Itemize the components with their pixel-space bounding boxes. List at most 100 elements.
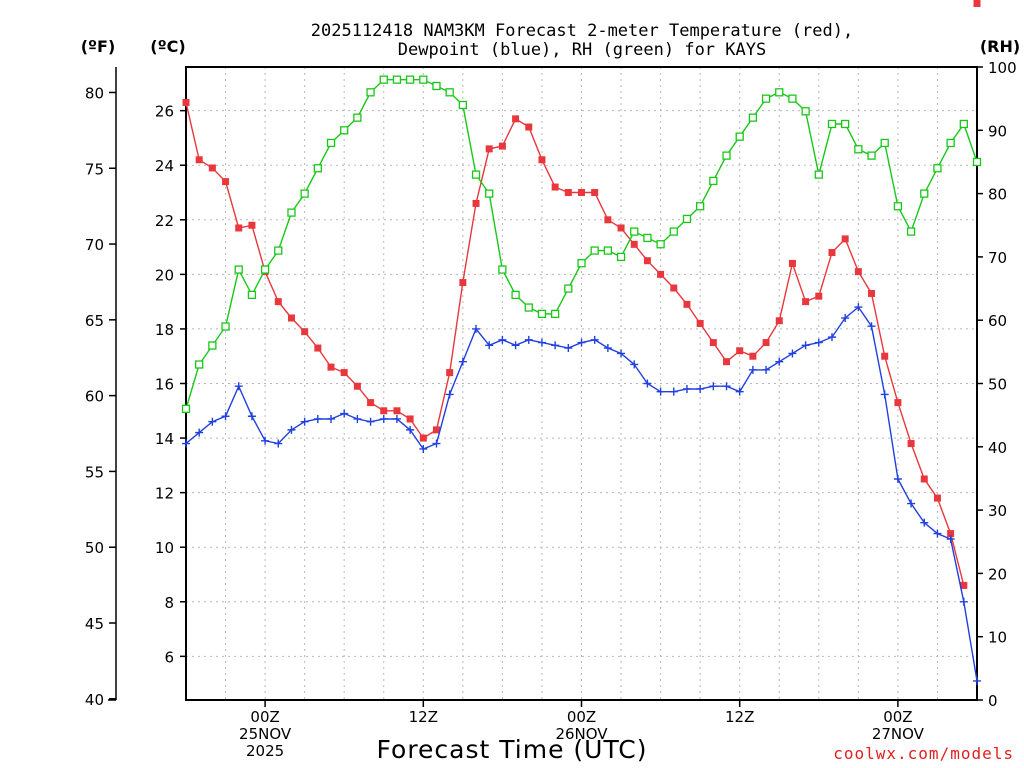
data-point (512, 115, 520, 123)
data-point (405, 75, 415, 84)
data-point (498, 335, 507, 344)
data-point (274, 246, 283, 255)
data-point (208, 164, 216, 172)
data-point (511, 290, 520, 300)
data-point (485, 145, 493, 153)
data-point (683, 300, 691, 308)
rh-tick-label: 50 (988, 376, 1007, 394)
data-point (182, 439, 190, 448)
data-point (445, 390, 454, 399)
data-point (247, 412, 256, 421)
data-point (260, 265, 270, 274)
data-point (393, 407, 401, 415)
data-point (643, 257, 651, 265)
data-point (591, 189, 599, 197)
data-point (590, 246, 599, 255)
data-point (379, 414, 388, 423)
data-point (775, 317, 783, 325)
data-point (946, 535, 955, 544)
data-point (314, 344, 322, 352)
data-point (340, 126, 349, 135)
data-point (419, 75, 428, 84)
data-point (234, 382, 243, 391)
data-point (603, 246, 613, 255)
data-point (248, 221, 256, 229)
data-point (551, 341, 560, 350)
celsius-tick-label: 18 (155, 321, 174, 339)
series-layer (181, 0, 982, 685)
rh-tick-label: 60 (988, 312, 1007, 330)
data-point (643, 233, 652, 243)
celsius-tick-label: 6 (164, 648, 174, 666)
data-point (485, 341, 494, 350)
data-point (827, 119, 837, 129)
data-point (761, 94, 771, 103)
x-tick-label: 27NOV (872, 725, 925, 743)
data-point (524, 335, 533, 344)
data-point (696, 384, 705, 393)
data-point (762, 365, 771, 374)
data-point (367, 399, 375, 407)
data-point (313, 414, 322, 423)
series-line (185, 102, 965, 586)
data-point (630, 360, 639, 369)
data-point (432, 81, 441, 91)
data-point (301, 328, 309, 336)
data-point (775, 88, 784, 97)
data-point (458, 357, 467, 366)
data-point (827, 333, 836, 342)
data-point (669, 387, 678, 396)
data-point (208, 417, 217, 426)
data-point (445, 88, 454, 97)
data-point (920, 518, 929, 527)
data-point (933, 164, 942, 173)
data-point (880, 390, 889, 399)
data-point (313, 164, 322, 173)
grid-lines (186, 67, 977, 700)
fahrenheit-tick-label: 60 (85, 388, 104, 406)
data-point (458, 100, 468, 110)
data-point (498, 142, 506, 150)
data-point (762, 339, 770, 347)
celsius-tick-label: 10 (155, 539, 174, 557)
data-point (300, 417, 309, 426)
data-point (748, 113, 758, 122)
data-point (538, 156, 546, 164)
data-point (854, 145, 863, 154)
data-point (972, 157, 982, 167)
data-point (616, 252, 626, 262)
fahrenheit-tick-label: 40 (85, 691, 104, 709)
x-tick-label: 00Z (883, 708, 912, 726)
rh-tick-label: 30 (988, 502, 1007, 520)
data-point (327, 414, 336, 423)
data-point (380, 407, 388, 415)
data-point (195, 428, 204, 437)
data-point (656, 387, 665, 396)
data-point (353, 414, 362, 423)
data-point (392, 414, 401, 423)
data-point (735, 387, 744, 396)
data-point (657, 270, 665, 278)
celsius-tick-label: 14 (155, 430, 174, 448)
data-point (366, 88, 375, 97)
data-point (907, 499, 916, 508)
rh-tick-label: 10 (988, 629, 1007, 647)
data-point (525, 123, 533, 131)
data-point (287, 314, 295, 322)
fahrenheit-axis-unit: (ºF) (81, 37, 116, 56)
credit-text: coolwx.com/models (833, 744, 1014, 763)
data-point (709, 339, 717, 347)
data-point (709, 176, 718, 186)
data-point (814, 170, 823, 179)
x-tick-label: 26NOV (555, 725, 608, 743)
data-point (802, 298, 810, 306)
data-point (577, 259, 586, 268)
data-point (379, 75, 388, 84)
data-point (959, 119, 968, 129)
data-point (788, 349, 797, 358)
data-point (815, 292, 823, 300)
celsius-tick-label: 16 (155, 376, 174, 394)
data-point (867, 151, 876, 160)
data-point (234, 265, 243, 274)
data-point (287, 425, 296, 434)
